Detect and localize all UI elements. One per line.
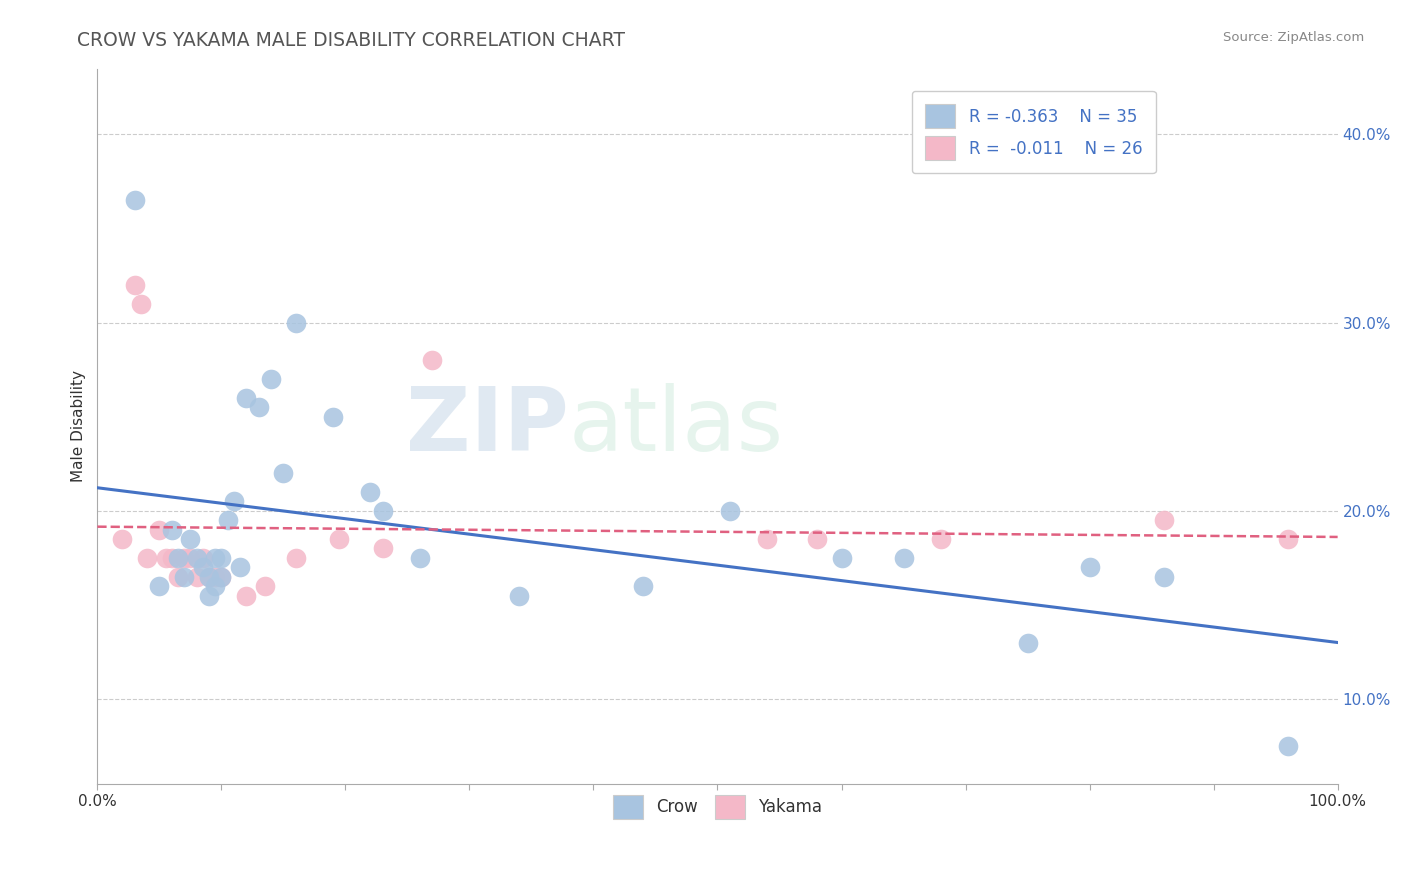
Point xyxy=(204,579,226,593)
Point xyxy=(209,550,232,565)
Point xyxy=(371,504,394,518)
Point xyxy=(129,297,152,311)
Point xyxy=(718,504,741,518)
Point xyxy=(929,532,952,546)
Point xyxy=(209,570,232,584)
Point xyxy=(191,560,214,574)
Point xyxy=(111,532,134,546)
Point xyxy=(173,550,195,565)
Point xyxy=(186,570,208,584)
Point xyxy=(222,494,245,508)
Point xyxy=(179,550,201,565)
Point xyxy=(179,532,201,546)
Point xyxy=(198,570,221,584)
Point xyxy=(160,523,183,537)
Point xyxy=(204,570,226,584)
Point xyxy=(284,316,307,330)
Point xyxy=(160,550,183,565)
Point xyxy=(1153,513,1175,527)
Y-axis label: Male Disability: Male Disability xyxy=(72,370,86,483)
Point xyxy=(420,353,443,368)
Text: ZIP: ZIP xyxy=(406,383,568,469)
Point xyxy=(284,550,307,565)
Point xyxy=(631,579,654,593)
Legend: Crow, Yakama: Crow, Yakama xyxy=(606,789,828,825)
Point xyxy=(1153,570,1175,584)
Point xyxy=(167,570,190,584)
Point xyxy=(173,570,195,584)
Point xyxy=(893,550,915,565)
Point xyxy=(136,550,159,565)
Point xyxy=(409,550,432,565)
Point xyxy=(186,550,208,565)
Point xyxy=(253,579,276,593)
Point xyxy=(198,570,221,584)
Point xyxy=(806,532,828,546)
Text: Source: ZipAtlas.com: Source: ZipAtlas.com xyxy=(1223,31,1364,45)
Point xyxy=(1277,739,1299,753)
Point xyxy=(235,589,257,603)
Point xyxy=(198,589,221,603)
Point xyxy=(229,560,252,574)
Point xyxy=(1017,635,1039,649)
Point xyxy=(191,550,214,565)
Point xyxy=(148,523,170,537)
Point xyxy=(209,570,232,584)
Point xyxy=(371,541,394,556)
Point xyxy=(247,401,270,415)
Point xyxy=(260,372,283,386)
Point xyxy=(273,466,295,480)
Text: CROW VS YAKAMA MALE DISABILITY CORRELATION CHART: CROW VS YAKAMA MALE DISABILITY CORRELATI… xyxy=(77,31,626,50)
Point xyxy=(831,550,853,565)
Point xyxy=(1078,560,1101,574)
Point xyxy=(155,550,177,565)
Point xyxy=(756,532,779,546)
Point xyxy=(124,277,146,292)
Point xyxy=(328,532,350,546)
Point xyxy=(1277,532,1299,546)
Point xyxy=(124,194,146,208)
Point xyxy=(167,550,190,565)
Point xyxy=(359,485,381,500)
Point xyxy=(235,391,257,405)
Point xyxy=(322,409,344,424)
Point xyxy=(217,513,239,527)
Point xyxy=(148,579,170,593)
Point xyxy=(508,589,530,603)
Text: atlas: atlas xyxy=(568,383,783,469)
Point xyxy=(204,550,226,565)
